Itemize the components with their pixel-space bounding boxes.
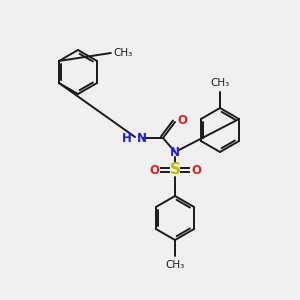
Text: O: O	[177, 115, 187, 128]
Text: N: N	[170, 146, 180, 158]
Text: N: N	[137, 131, 147, 145]
Text: CH₃: CH₃	[165, 260, 184, 270]
Text: S: S	[169, 163, 181, 178]
Text: CH₃: CH₃	[113, 48, 132, 58]
Text: H: H	[122, 131, 132, 145]
Text: CH₃: CH₃	[210, 78, 230, 88]
Text: O: O	[191, 164, 201, 176]
Text: O: O	[149, 164, 159, 176]
